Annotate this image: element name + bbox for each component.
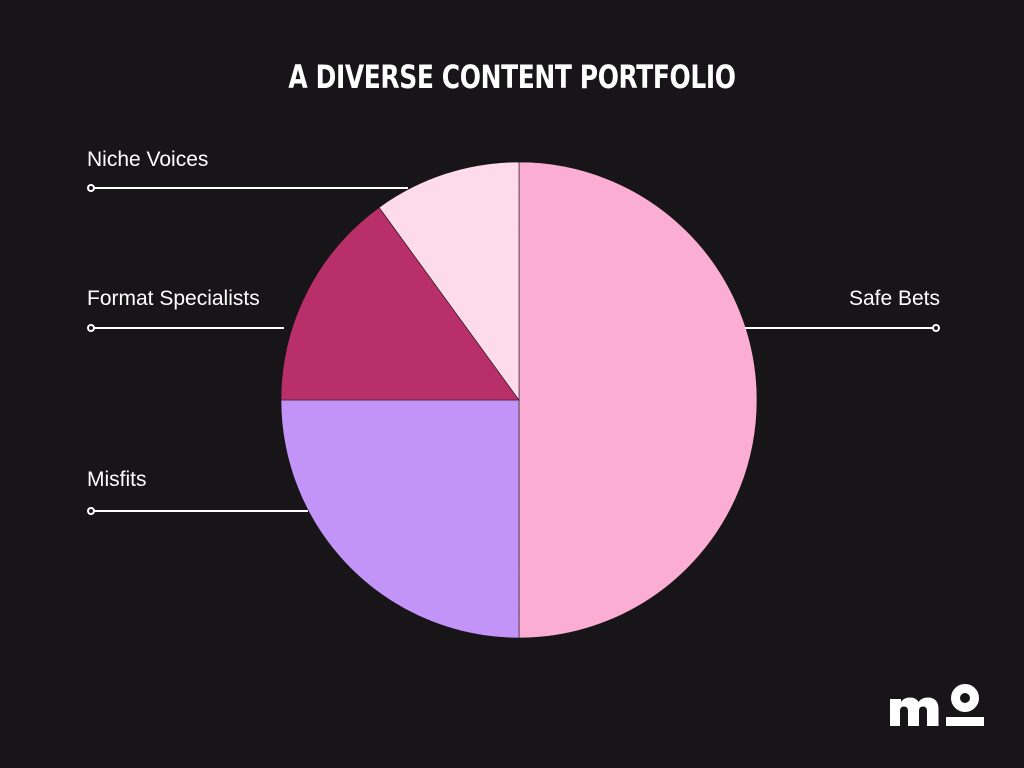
leader-dot-safe-bets	[932, 324, 940, 332]
logo-letter-o	[951, 684, 979, 712]
slice-label-niche-voices: Niche Voices	[87, 148, 208, 171]
slice-label-safe-bets: Safe Bets	[849, 287, 940, 310]
leader-dot-misfits	[87, 507, 95, 515]
pie-slices	[280, 161, 758, 639]
slice-label-misfits: Misfits	[87, 468, 147, 491]
slice-label-format-specialists: Format Specialists	[87, 287, 260, 310]
leader-dot-niche-voices	[87, 184, 95, 192]
logo-letter-m	[890, 697, 939, 726]
pie-callouts: Safe Bets Misfits Format Specialists Niche …	[87, 148, 940, 515]
pie-slice-format-specialists	[280, 207, 520, 401]
leader-dot-format-specialists	[87, 324, 95, 332]
pie-slice-misfits	[280, 399, 520, 639]
brand-logo	[890, 684, 984, 726]
pie-slice-safe-bets	[518, 161, 758, 639]
chart-title: A DIVERSE CONTENT PORTFOLIO	[288, 58, 736, 96]
pie-slice-niche-voices	[378, 161, 520, 401]
logo-underline	[946, 717, 984, 726]
